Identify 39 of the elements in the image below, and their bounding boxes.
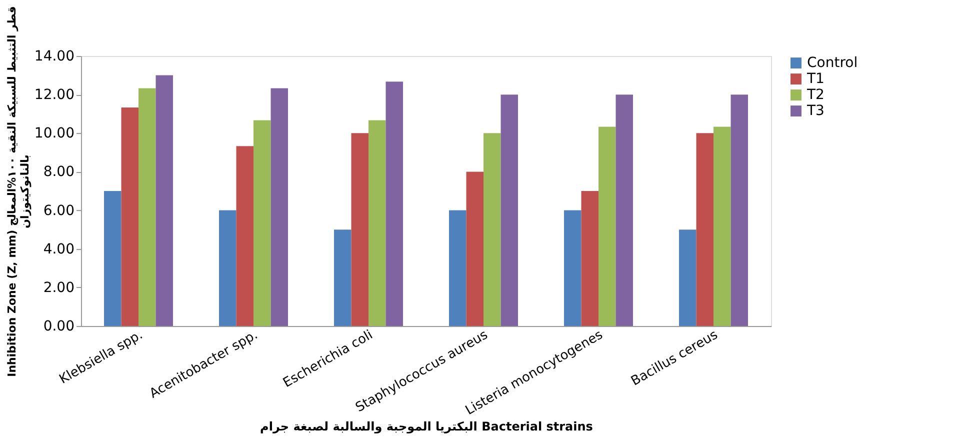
bar: [334, 230, 352, 326]
bar: [696, 133, 714, 326]
y-tick-label: 12.00: [34, 87, 74, 104]
bar: [219, 210, 236, 326]
bar: [466, 172, 484, 326]
bar: [270, 88, 288, 326]
y-tick-label: 14.00: [34, 48, 74, 64]
text: بالنانوكيتوزان: [18, 154, 32, 228]
bar: [679, 230, 696, 326]
legend-label: T2: [806, 87, 824, 103]
text: Inhibition Zone (Z, mm) قطر التثبيط للسبيكة النقية ١٠٠%المعالج: [5, 6, 18, 377]
bar: [121, 107, 138, 326]
y-tick-label: 8.00: [43, 164, 74, 180]
bar: [236, 146, 254, 326]
y-tick-label: 0.00: [43, 318, 74, 334]
legend-label: T3: [806, 103, 824, 119]
bar: [386, 82, 403, 326]
x-axis-title: البكتريا الموجبة والسالبة لصبغة جرام Bacterial strains: [260, 420, 593, 434]
legend-label: Control: [807, 55, 858, 71]
legend-label: T1: [806, 71, 824, 87]
bar: [730, 94, 748, 326]
bar: [254, 120, 271, 326]
bar: [564, 210, 582, 326]
bar: [138, 88, 156, 326]
y-tick-label: 6.00: [43, 202, 74, 219]
y-tick-label: 10.00: [34, 126, 74, 142]
bar: [598, 126, 616, 326]
bar: [156, 75, 173, 326]
bar: [484, 133, 501, 326]
bar: [449, 210, 466, 326]
bar: [581, 191, 598, 326]
bar: [368, 120, 386, 326]
y-tick-label: 2.00: [43, 280, 74, 296]
y-tick-label: 4.00: [43, 241, 74, 258]
bar: [616, 94, 633, 326]
bar: [104, 191, 122, 326]
bar: [714, 126, 731, 326]
bar: [351, 133, 368, 326]
bar: [500, 94, 518, 326]
